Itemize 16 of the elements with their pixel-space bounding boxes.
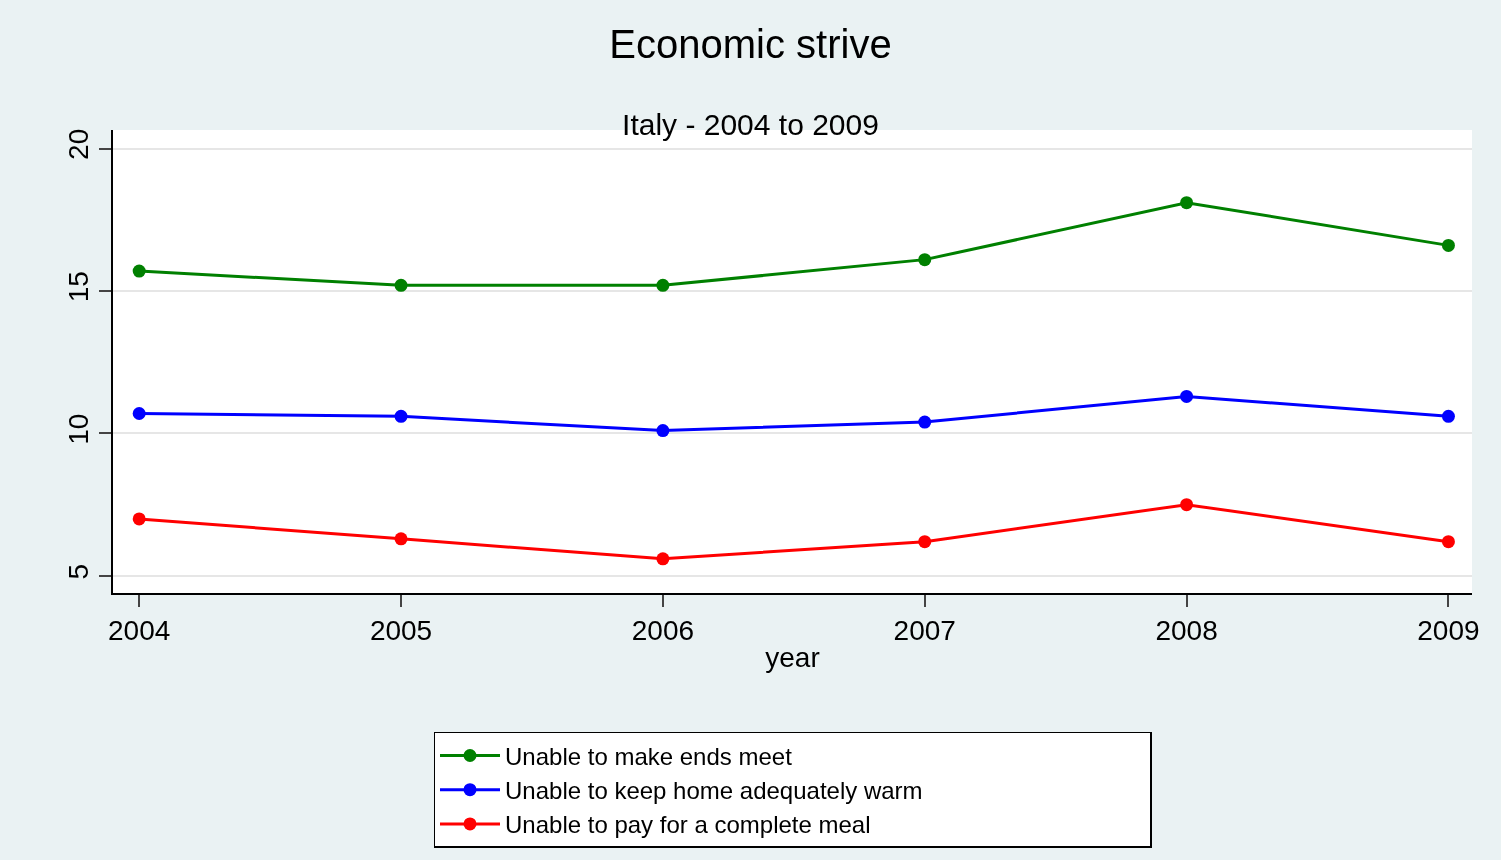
y-tick-label: 15	[63, 271, 95, 303]
chart-title: Economic strive	[609, 22, 892, 67]
y-tick-label: 20	[63, 128, 95, 160]
y-tick-label: 10	[63, 413, 95, 445]
legend-label: Unable to keep home adequately warm	[505, 777, 923, 805]
x-tick-label: 2008	[1155, 615, 1218, 647]
legend-label: Unable to make ends meet	[505, 742, 793, 770]
x-tick-label: 2004	[108, 615, 171, 647]
x-tick-label: 2006	[631, 615, 695, 647]
y-tick-label: 5	[63, 563, 95, 580]
x-tick-label: 2009	[1417, 615, 1480, 647]
legend-label: Unable to pay for a complete meal	[505, 811, 871, 839]
x-tick-label: 2005	[369, 615, 433, 647]
x-tick-label: 2007	[893, 615, 956, 647]
x-axis-title: year	[765, 641, 820, 673]
chart-subtitle: Italy - 2004 to 2009	[622, 108, 879, 142]
